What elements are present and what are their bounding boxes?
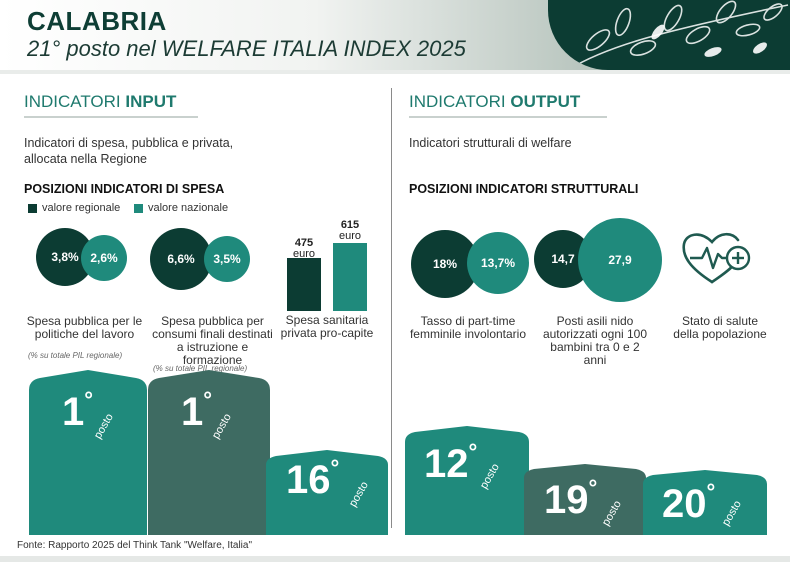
input2-rank-degree: ° bbox=[203, 387, 213, 412]
output1-rank-degree: ° bbox=[468, 439, 478, 464]
output3-rank: 20° bbox=[662, 479, 715, 526]
footer-band bbox=[0, 556, 790, 562]
output3-rank-number: 20 bbox=[662, 482, 707, 526]
output-description: Indicatori strutturali di welfare bbox=[409, 136, 572, 150]
bar-national bbox=[333, 243, 367, 311]
input1-rank: 1° bbox=[62, 387, 93, 434]
header-leaf-decoration bbox=[548, 0, 790, 70]
input2-rank-number: 1 bbox=[181, 390, 204, 434]
input3-rank-number: 16 bbox=[286, 458, 331, 502]
input-heading: INDICATORI INPUT bbox=[24, 92, 176, 112]
input-heading-underline bbox=[24, 116, 198, 118]
output2-rank-degree: ° bbox=[588, 475, 598, 500]
input2-rank-shape bbox=[148, 370, 270, 535]
output1-rank-number: 12 bbox=[424, 442, 469, 486]
output1-rank-shape bbox=[405, 426, 529, 535]
bar-national-unit: euro bbox=[338, 230, 362, 242]
bar-national-label: 615 euro bbox=[333, 220, 367, 242]
output-heading: INDICATORI OUTPUT bbox=[409, 92, 580, 112]
section-divider bbox=[391, 88, 392, 528]
input1-national-circle: 2,6% bbox=[81, 235, 127, 281]
legend-national-swatch bbox=[134, 204, 143, 213]
output-heading-prefix: INDICATORI bbox=[409, 92, 511, 111]
output2-rank: 19° bbox=[544, 475, 597, 522]
input2-regional-circle: 6,6% bbox=[150, 228, 212, 290]
input1-note: (% su totale PIL regionale) bbox=[28, 351, 123, 360]
heart-pulse-icon bbox=[680, 228, 752, 288]
bar-regional-value: 475 bbox=[294, 237, 314, 249]
input1-rank-degree: ° bbox=[84, 387, 94, 412]
output3-rank-shape bbox=[643, 470, 767, 535]
bar-regional bbox=[287, 258, 321, 311]
legend-national-label: valore nazionale bbox=[148, 202, 229, 214]
output1-rank: 12° bbox=[424, 439, 477, 486]
output3-caption: Stato di salute della popolazione bbox=[673, 314, 767, 341]
input3-rank-degree: ° bbox=[330, 455, 340, 480]
output-heading-bold: OUTPUT bbox=[510, 92, 581, 111]
output2-national-circle: 27,9 bbox=[578, 218, 662, 302]
output2-rank-number: 19 bbox=[544, 478, 589, 522]
legend-regional-label: valore regionale bbox=[42, 202, 121, 214]
region-title: CALABRIA bbox=[27, 6, 167, 36]
index-rank-subtitle: 21° posto nel WELFARE ITALIA INDEX 2025 bbox=[27, 36, 466, 61]
input-heading-bold: INPUT bbox=[125, 92, 177, 111]
input-positions-title: POSIZIONI INDICATORI DI SPESA bbox=[24, 182, 225, 196]
input3-caption: Spesa sanitaria privata pro-capite bbox=[280, 313, 374, 340]
output1-national-circle: 13,7% bbox=[467, 232, 529, 294]
legend-regional-swatch bbox=[28, 204, 37, 213]
output2-rank-shape bbox=[524, 464, 646, 535]
output2-caption: Posti asili nido autorizzati ogni 100 ba… bbox=[542, 314, 648, 367]
rank-shapes bbox=[29, 370, 767, 535]
input3-rank: 16° bbox=[286, 455, 339, 502]
input1-rank-number: 1 bbox=[62, 390, 85, 434]
leaves-icon bbox=[567, 0, 789, 70]
input2-rank: 1° bbox=[181, 387, 212, 434]
output3-rank-degree: ° bbox=[706, 479, 716, 504]
input3-rank-shape bbox=[266, 450, 388, 535]
input1-rank-shape bbox=[29, 370, 147, 535]
input2-caption: Spesa pubblica per consumi finali destin… bbox=[152, 314, 273, 367]
bar-national-value: 615 bbox=[340, 219, 360, 231]
input-heading-prefix: INDICATORI bbox=[24, 92, 126, 111]
input1-caption: Spesa pubblica per le politiche del lavo… bbox=[26, 314, 143, 341]
bar-regional-unit: euro bbox=[292, 248, 316, 260]
header-divider bbox=[0, 70, 790, 74]
input2-note: (% su totale PIL regionale) bbox=[153, 364, 248, 373]
bar-regional-label: 475 euro bbox=[287, 238, 321, 260]
input-description: Indicatori di spesa, pubblica e privata,… bbox=[24, 136, 234, 166]
output1-caption: Tasso di part-time femminile involontari… bbox=[409, 314, 527, 341]
source-footnote: Fonte: Rapporto 2025 del Think Tank "Wel… bbox=[17, 540, 253, 551]
output-heading-underline bbox=[409, 116, 607, 118]
input2-national-circle: 3,5% bbox=[204, 236, 250, 282]
output-positions-title: POSIZIONI INDICATORI STRUTTURALI bbox=[409, 182, 639, 196]
